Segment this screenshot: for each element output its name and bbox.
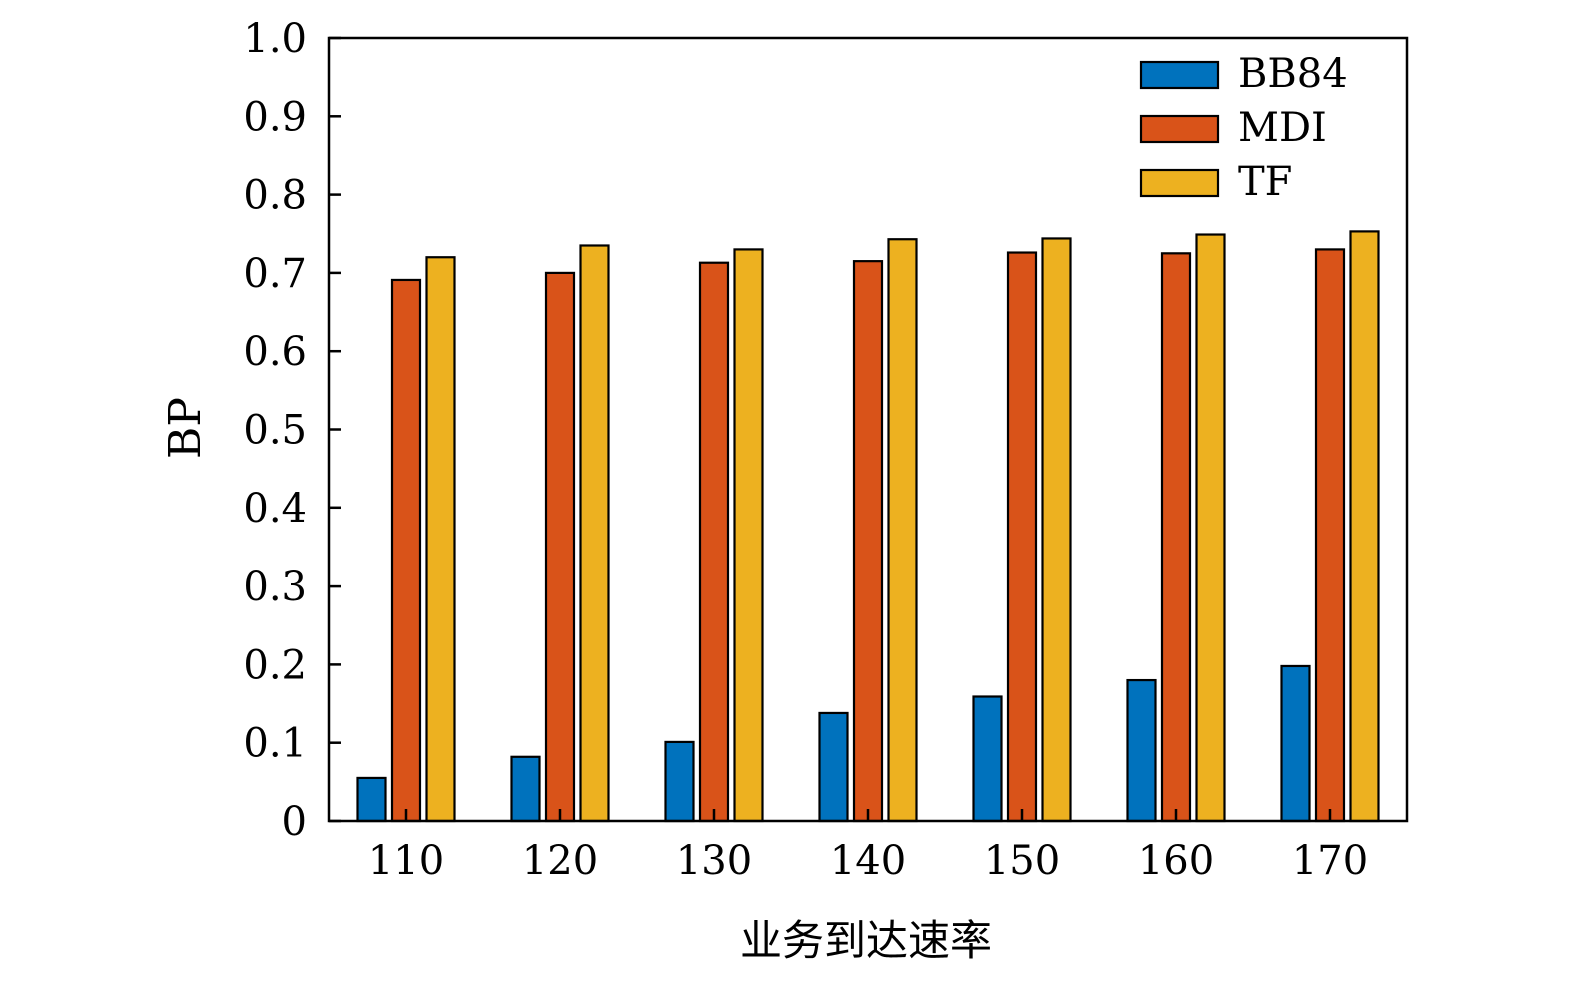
bar-tf-160 bbox=[1195, 233, 1226, 823]
bar-bb84-150 bbox=[972, 695, 1003, 823]
y-tick-label: 0.4 bbox=[243, 486, 307, 532]
x-tick-label: 110 bbox=[368, 838, 444, 884]
bar-bb84-120 bbox=[510, 755, 541, 823]
legend-label-mdi: MDI bbox=[1238, 105, 1327, 151]
x-tick-label: 150 bbox=[984, 838, 1060, 884]
bar-mdi-170 bbox=[1314, 248, 1346, 823]
y-tick-label: 0.9 bbox=[243, 94, 307, 140]
bar-mdi-120 bbox=[544, 271, 576, 823]
legend: BB84 MDI TF bbox=[1139, 51, 1348, 205]
legend-swatch-tf bbox=[1139, 168, 1220, 198]
y-tick-label: 0.7 bbox=[243, 251, 307, 297]
y-tick-label: 1.0 bbox=[243, 16, 307, 62]
bar-mdi-160 bbox=[1160, 252, 1192, 823]
y-tick-label: 0.3 bbox=[243, 564, 307, 610]
x-tick-label: 170 bbox=[1292, 838, 1368, 884]
bar-mdi-150 bbox=[1006, 251, 1038, 823]
bar-tf-140 bbox=[887, 238, 918, 823]
bar-bb84-110 bbox=[356, 776, 387, 823]
x-tick-label: 120 bbox=[522, 838, 598, 884]
y-tick-label: 0.2 bbox=[243, 642, 307, 688]
x-tick-label: 130 bbox=[676, 838, 752, 884]
y-tick-label: 0.5 bbox=[243, 408, 307, 454]
bar-mdi-130 bbox=[698, 261, 730, 823]
y-tick-label: 0 bbox=[282, 799, 307, 845]
bar-bb84-160 bbox=[1126, 678, 1157, 823]
x-axis-label: 业务到达速率 bbox=[740, 916, 992, 965]
bar-tf-120 bbox=[579, 244, 610, 823]
bar-tf-110 bbox=[425, 256, 456, 823]
legend-swatch-bb84 bbox=[1139, 60, 1220, 90]
bar-bb84-170 bbox=[1280, 664, 1311, 823]
bar-tf-170 bbox=[1349, 230, 1380, 823]
legend-label-bb84: BB84 bbox=[1238, 51, 1348, 97]
bar-mdi-140 bbox=[852, 260, 884, 823]
legend-swatch-mdi bbox=[1139, 114, 1220, 144]
x-tick-label: 140 bbox=[830, 838, 906, 884]
y-tick-label: 0.1 bbox=[243, 721, 307, 767]
bar-bb84-130 bbox=[664, 740, 695, 823]
axes-layer: 0 0.1 0.2 0.3 0.4 0.5 0.6 0.7 0.8 0.9 1.0 110 120 130… bbox=[243, 16, 1409, 884]
y-tick-label: 0.6 bbox=[243, 329, 307, 375]
y-axis-label: BP bbox=[160, 397, 211, 459]
bar-tf-130 bbox=[733, 248, 764, 823]
bar-mdi-110 bbox=[390, 278, 422, 823]
y-tick-label: 0.8 bbox=[243, 173, 307, 219]
legend-label-tf: TF bbox=[1238, 159, 1292, 205]
bar-tf-150 bbox=[1041, 237, 1072, 823]
x-tick-label: 160 bbox=[1138, 838, 1214, 884]
bar-bb84-140 bbox=[818, 711, 849, 823]
bars-layer bbox=[356, 230, 1380, 823]
